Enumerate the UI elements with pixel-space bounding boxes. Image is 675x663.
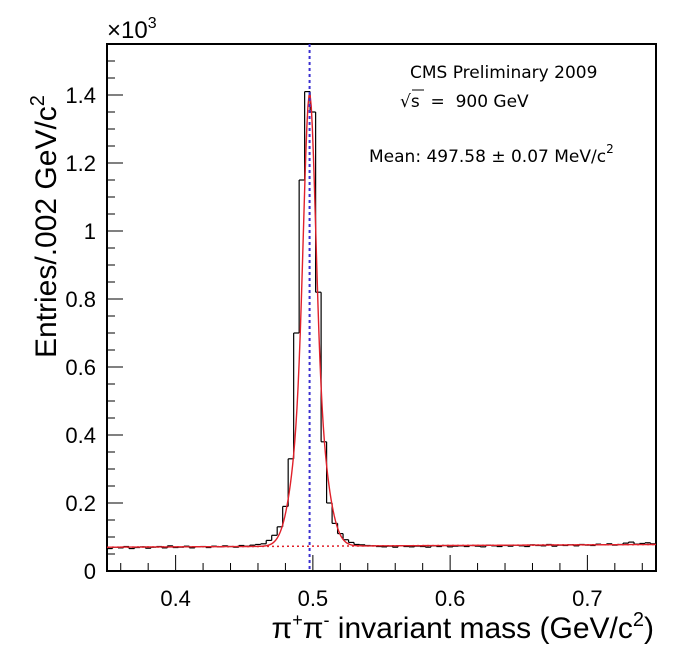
y-tick-label: 0.8 — [65, 287, 96, 312]
y-tick-label: 0.6 — [65, 355, 96, 380]
y-tick-label: 0.4 — [65, 423, 96, 448]
y-tick-label: 0 — [84, 559, 96, 584]
y-tick-label: 0.2 — [65, 491, 96, 516]
fit-curve — [106, 94, 657, 548]
x-axis-title: π+π- invariant mass (GeV/c2) — [272, 609, 654, 645]
x-tick-label: 0.5 — [298, 586, 329, 611]
axis-ticks: 0.4 0.5 0.6 0.7 0 0.2 0.4 0.6 0.8 1 1.2 1.4 — [65, 60, 643, 611]
annotation-experiment: CMS Preliminary 2009 — [410, 63, 597, 83]
chart-marks — [106, 44, 657, 571]
x-tick-label: 0.6 — [435, 586, 466, 611]
y-axis-title: Entries/.002 GeV/c2 — [27, 95, 63, 358]
y-multiplier: ×103 — [107, 15, 157, 44]
annotation-mean: Mean: 497.58 ± 0.07 MeV/c2 — [369, 142, 614, 167]
plot-frame — [106, 43, 657, 572]
y-tick-label: 1 — [84, 219, 96, 244]
x-tick-label: 0.4 — [160, 586, 191, 611]
y-tick-label: 1.2 — [65, 151, 96, 176]
annotation-energy: √s = 900 GeV — [400, 92, 529, 112]
x-tick-label: 0.7 — [572, 586, 603, 611]
y-tick-label: 1.4 — [65, 83, 96, 108]
